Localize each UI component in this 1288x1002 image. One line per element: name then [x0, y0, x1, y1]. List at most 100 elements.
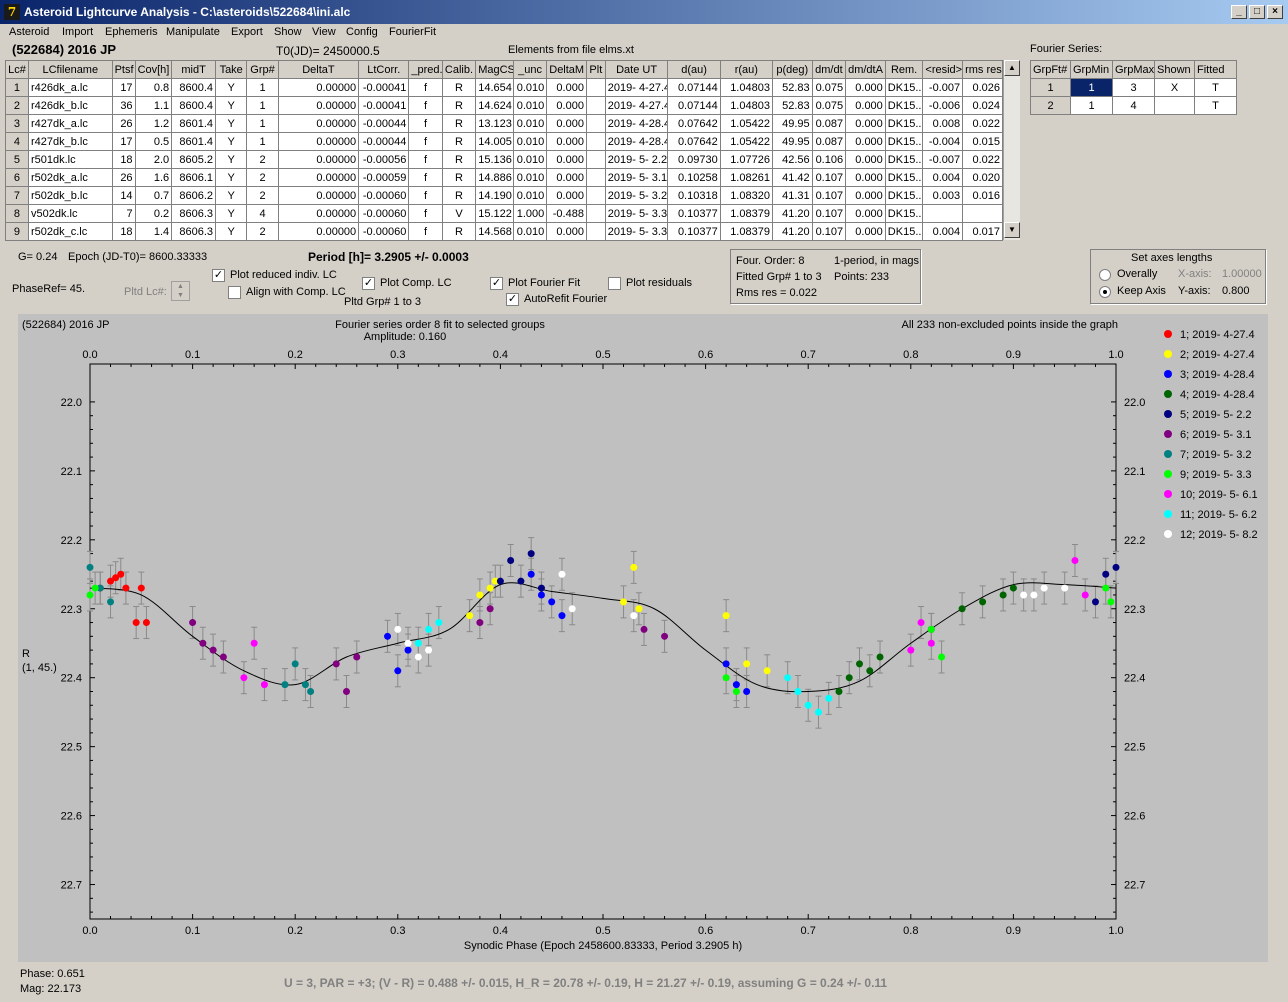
menu-fourierfit[interactable]: FourierFit	[389, 26, 437, 38]
table-cell[interactable]: -0.00056	[358, 150, 410, 169]
column-header[interactable]: Calib.	[441, 60, 477, 79]
column-header[interactable]: Grp#	[246, 60, 279, 79]
column-header[interactable]: dm/dtA	[845, 60, 886, 79]
minimize-button[interactable]: _	[1231, 5, 1247, 19]
table-cell[interactable]: Y	[215, 168, 248, 187]
table-cell[interactable]: 8	[5, 204, 29, 223]
table-cell[interactable]: 0.010	[512, 168, 548, 187]
table-cell[interactable]: 0.00000	[277, 114, 360, 133]
table-cell[interactable]: 2	[246, 186, 279, 205]
table-cell[interactable]: 52.83	[771, 96, 813, 115]
scroll-down-icon[interactable]: ▼	[1004, 222, 1020, 238]
fourier-cell[interactable]: 4	[1112, 96, 1155, 115]
fourier-column-header[interactable]: GrpMin	[1070, 60, 1113, 79]
table-cell[interactable]: 0.000	[845, 186, 886, 205]
menu-asteroid[interactable]: Asteroid	[9, 26, 50, 38]
menu-import[interactable]: Import	[62, 26, 94, 38]
table-cell[interactable]: 0.026	[962, 78, 1003, 97]
column-header[interactable]: MagCS	[475, 60, 514, 79]
table-cell[interactable]: 41.42	[771, 168, 813, 187]
table-cell[interactable]: 14.654	[475, 78, 514, 97]
column-header[interactable]: Lc#	[5, 60, 29, 79]
table-cell[interactable]: Y	[215, 222, 248, 241]
fourier-column-header[interactable]: Shown	[1154, 60, 1195, 79]
table-cell[interactable]: 0.00000	[277, 132, 360, 151]
table-cell[interactable]: 15.122	[475, 204, 514, 223]
column-header[interactable]: d(au)	[667, 60, 721, 79]
table-cell[interactable]: V	[441, 204, 477, 223]
table-cell[interactable]: 4	[246, 204, 279, 223]
table-cell[interactable]: v502dk.lc	[27, 204, 113, 223]
table-cell[interactable]: R	[441, 78, 477, 97]
table-cell[interactable]: 0.010	[512, 96, 548, 115]
table-cell[interactable]: -0.007	[922, 150, 964, 169]
table-cell[interactable]: 0.010	[512, 132, 548, 151]
table-cell[interactable]: r502dk_c.lc	[27, 222, 113, 241]
table-row[interactable]: 8 v502dk.lc 7 0.2 8606.3 Y 4 0.00000 -0.00060 f V 1…	[5, 204, 1003, 223]
table-cell[interactable]: 13.123	[475, 114, 514, 133]
table-cell[interactable]: R	[441, 96, 477, 115]
table-cell[interactable]: r502dk_b.lc	[27, 186, 113, 205]
table-cell[interactable]: 17	[111, 132, 136, 151]
menu-view[interactable]: View	[312, 26, 336, 38]
lightcurve-plot[interactable]: (522684) 2016 JP Fourier series order 8 …	[18, 314, 1268, 962]
column-header[interactable]: DeltaT	[277, 60, 360, 79]
table-cell[interactable]: 8606.2	[171, 186, 217, 205]
fourier-column-header[interactable]: GrpFt#	[1030, 60, 1071, 79]
table-cell[interactable]: 2019- 5- 3.1	[604, 168, 669, 187]
table-cell[interactable]: DK15...	[884, 78, 924, 97]
table-cell[interactable]: f	[408, 114, 443, 133]
table-cell[interactable]: 18	[111, 150, 136, 169]
table-cell[interactable]: 0.010	[512, 150, 548, 169]
table-cell[interactable]: 1	[246, 96, 279, 115]
table-cell[interactable]: -0.00044	[358, 132, 410, 151]
table-cell[interactable]: R	[441, 132, 477, 151]
table-cell[interactable]: 36	[111, 96, 136, 115]
table-cell[interactable]: -0.006	[922, 96, 964, 115]
table-cell[interactable]: R	[441, 168, 477, 187]
table-cell[interactable]: 0.010	[512, 114, 548, 133]
table-cell[interactable]: 17	[111, 78, 136, 97]
table-cell[interactable]: 14.005	[475, 132, 514, 151]
menu-manipulate[interactable]: Manipulate	[166, 26, 220, 38]
table-cell[interactable]: 0.017	[962, 222, 1003, 241]
table-cell[interactable]: R	[441, 222, 477, 241]
table-row[interactable]: 4 r427dk_b.lc 17 0.5 8601.4 Y 1 0.00000 -0.00044…	[5, 132, 1003, 151]
table-cell[interactable]: 0.00000	[277, 222, 360, 241]
fourier-cell[interactable]: 1	[1030, 78, 1071, 97]
table-row[interactable]: 6 r502dk_a.lc 26 1.6 8606.1 Y 2 0.00000 -0.00059…	[5, 168, 1003, 187]
table-cell[interactable]: 14.624	[475, 96, 514, 115]
table-cell[interactable]: 0.00000	[277, 186, 360, 205]
table-cell[interactable]: 2	[246, 150, 279, 169]
table-scrollbar[interactable]: ▲ ▼	[1003, 60, 1020, 240]
table-cell[interactable]: Y	[215, 132, 248, 151]
table-cell[interactable]: 0.107	[811, 222, 847, 241]
table-cell[interactable]: -0.00041	[358, 96, 410, 115]
table-cell[interactable]: r502dk_a.lc	[27, 168, 113, 187]
table-cell[interactable]: 0.008	[922, 114, 964, 133]
table-cell[interactable]: 0.000	[546, 78, 587, 97]
table-cell[interactable]: 0.004	[922, 168, 964, 187]
table-cell[interactable]: 0.10377	[667, 204, 721, 223]
column-header[interactable]: DeltaM	[546, 60, 587, 79]
align-comp-checkbox[interactable]	[228, 286, 241, 299]
table-cell[interactable]: -0.00060	[358, 204, 410, 223]
plot-residuals-checkbox[interactable]	[608, 277, 621, 290]
table-cell[interactable]: 0.024	[962, 96, 1003, 115]
table-cell[interactable]: 0.10377	[667, 222, 721, 241]
table-cell[interactable]: 0.000	[546, 132, 587, 151]
table-cell[interactable]: DK15...	[884, 168, 924, 187]
fourier-cell[interactable]: T	[1194, 96, 1237, 115]
table-cell[interactable]: 0.075	[811, 96, 847, 115]
table-cell[interactable]: 2019- 5- 3.2	[604, 186, 669, 205]
table-cell[interactable]: 0.000	[546, 96, 587, 115]
table-cell[interactable]: 0.5	[134, 132, 173, 151]
menu-config[interactable]: Config	[346, 26, 378, 38]
table-cell[interactable]: 41.31	[771, 186, 813, 205]
table-cell[interactable]: 0.10258	[667, 168, 721, 187]
table-cell[interactable]: 0.00000	[277, 96, 360, 115]
table-cell[interactable]: 8605.2	[171, 150, 217, 169]
table-cell[interactable]: 2019- 5- 3.3	[604, 222, 669, 241]
table-cell[interactable]: 0.010	[512, 186, 548, 205]
table-cell[interactable]: r427dk_b.lc	[27, 132, 113, 151]
